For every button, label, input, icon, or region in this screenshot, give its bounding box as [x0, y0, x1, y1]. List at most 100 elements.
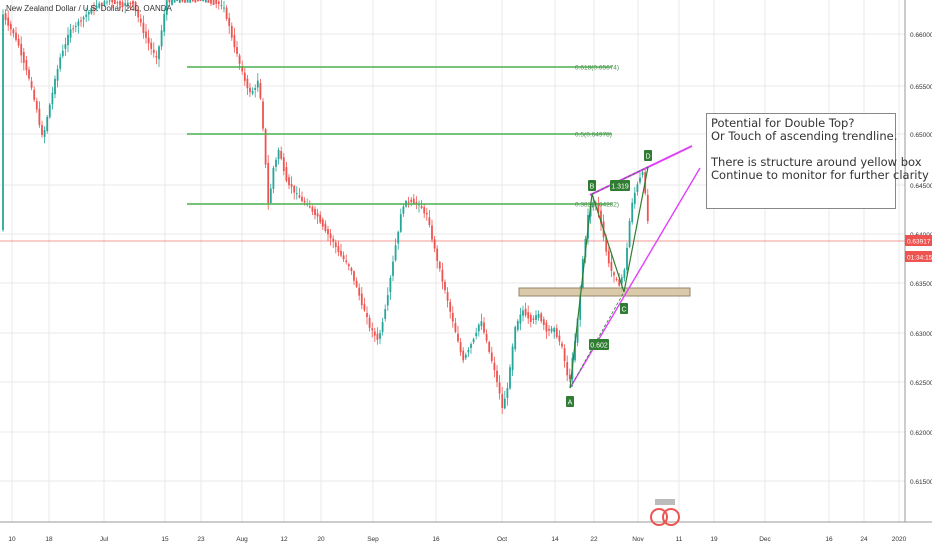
candle-body: [241, 65, 244, 72]
candle-body: [579, 288, 582, 320]
time-tick-label: 18: [45, 536, 53, 543]
abcd-pattern[interactable]: A B C D 0.602 1.319: [566, 150, 652, 407]
candle-body: [646, 194, 649, 222]
candle-body: [467, 349, 470, 353]
candle-body: [314, 208, 316, 216]
candle-body: [277, 150, 280, 160]
candle-body: [35, 101, 38, 110]
price-tick-label: 0.63500: [910, 281, 932, 288]
candle-body: [4, 13, 7, 21]
candle-body: [259, 83, 262, 99]
candle-body: [223, 7, 225, 9]
candle-body: [176, 0, 179, 2]
pattern-point-label: D: [645, 154, 650, 161]
candle-body: [522, 310, 524, 316]
time-tick-label: 2020: [892, 536, 907, 543]
candle-body: [475, 332, 478, 337]
support-zone[interactable]: [518, 287, 691, 297]
candle-body: [321, 219, 324, 227]
candle-body: [264, 129, 267, 165]
candle-body: [228, 18, 231, 26]
candle-body: [145, 31, 147, 38]
time-tick-label: 22: [590, 536, 598, 543]
candle-body: [506, 388, 509, 398]
price-tick-label: 0.62500: [910, 380, 932, 387]
price-tick-label: 0.65500: [910, 84, 932, 91]
candle-body: [394, 245, 397, 261]
candle-body: [256, 80, 259, 88]
candle-body: [189, 0, 192, 3]
pattern-ratio-label: 0.602: [590, 343, 608, 350]
candle-body: [498, 382, 501, 394]
candle-body: [15, 32, 17, 40]
candle-body: [446, 292, 449, 301]
candle-body: [282, 157, 285, 172]
time-tick-label: Aug: [236, 536, 248, 543]
annotation-line: Continue to monitor for further clarity: [711, 168, 929, 182]
candle-body: [353, 271, 355, 281]
candle-body: [514, 327, 517, 350]
candle-body: [477, 324, 480, 332]
candle-body: [212, 0, 215, 6]
candle-body: [410, 199, 413, 202]
candle-body: [28, 69, 30, 79]
candle-body: [48, 104, 51, 118]
candle-body: [51, 92, 54, 105]
candle-body: [537, 314, 540, 318]
candle-body: [173, 0, 176, 3]
candle-body: [74, 26, 77, 28]
candle-body: [7, 17, 10, 26]
candle-body: [25, 60, 28, 71]
candle-body: [392, 261, 394, 276]
candle-body: [470, 344, 472, 348]
candle-body: [2, 14, 4, 230]
fibonacci-retracement[interactable]: 0.618(0.65674) 0.5(0.64978) 0.382(0.64282): [187, 65, 619, 209]
candle-body: [236, 47, 238, 54]
time-tick-label: 16: [825, 536, 833, 543]
pattern-ratio-badge: [610, 180, 630, 191]
candle-body: [524, 308, 527, 316]
candle-body: [345, 260, 348, 263]
annotation-note[interactable]: Potential for Double Top? Or Touch of as…: [706, 113, 929, 209]
time-tick-label: Nov: [632, 536, 644, 543]
symbol-title: New Zealand Dollar / U.S. Dollar, 240, O…: [6, 4, 172, 13]
candle-body: [61, 50, 64, 57]
time-tick-label: 23: [197, 536, 205, 543]
candle-body: [301, 196, 303, 202]
annotation-line: There is structure around yellow box: [711, 155, 922, 169]
candle-body: [202, 0, 205, 2]
pattern-point-badge: [566, 396, 574, 407]
pattern-point-label: C: [621, 307, 626, 314]
price-axis[interactable]: 0.660000.655000.650000.645000.640000.635…: [904, 0, 932, 522]
candle-body: [420, 206, 423, 208]
candle-body: [194, 0, 197, 3]
candle-body: [95, 5, 98, 9]
candle-body: [33, 89, 36, 100]
candle-body: [134, 2, 137, 11]
candle-body: [20, 43, 23, 56]
candle-body: [376, 333, 379, 340]
candle-body: [368, 317, 371, 328]
candle-body: [350, 268, 353, 272]
candle-body: [457, 333, 459, 342]
candle-body: [137, 9, 140, 18]
candle-body: [233, 35, 236, 48]
pattern-point-badge: [588, 180, 596, 191]
time-axis[interactable]: 10 18 Jul 15 23 Aug 12 20 Sep 16 Oct 14 22 Nov 11 19 Dec…: [0, 521, 932, 550]
candle-body: [483, 322, 485, 333]
candle-body: [540, 313, 543, 322]
candle-body: [119, 1, 121, 6]
candle-body: [147, 37, 150, 44]
pattern-point-badge: [620, 303, 628, 314]
candle-body: [535, 315, 537, 320]
candle-body: [126, 2, 129, 6]
candle-body: [108, 0, 111, 2]
price-tick-label: 0.65000: [910, 132, 932, 139]
candle-body: [54, 78, 56, 95]
candle-body: [238, 55, 241, 64]
candle-body: [337, 245, 340, 253]
candle-body: [41, 125, 43, 135]
candle-body: [334, 242, 337, 247]
